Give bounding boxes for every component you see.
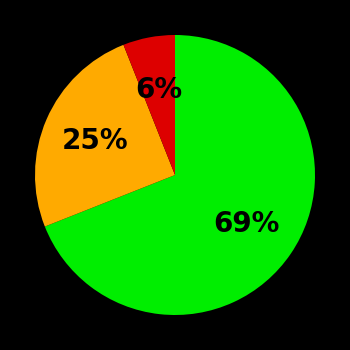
Text: 69%: 69% [214,210,280,238]
Wedge shape [45,35,315,315]
Text: 25%: 25% [62,127,129,155]
Wedge shape [124,35,175,175]
Text: 6%: 6% [135,76,182,104]
Wedge shape [35,45,175,226]
